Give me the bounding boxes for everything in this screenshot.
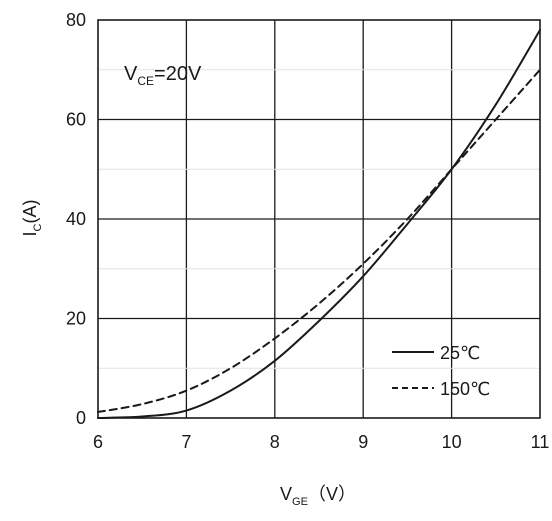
y-axis-label-main: I [20,231,40,236]
annotation-main: V [124,63,138,85]
y-tick-label-80: 80 [66,10,86,30]
y-axis-label: IC(A) [20,200,44,237]
plot-frame [97,19,541,419]
annotation-sub: CE [137,74,154,88]
y-tick-label-20: 20 [66,309,86,329]
legend-label-25c: 25℃ [440,343,480,363]
x-tick-label-11: 11 [531,432,550,452]
tick-labels: 6 7 8 9 10 11 0 20 40 60 80 [66,10,549,452]
x-axis-label-main: V [280,484,292,504]
x-tick-label-10: 10 [442,432,462,452]
grid [98,20,540,418]
x-tick-label-9: 9 [358,432,368,452]
y-axis-label-sub: C [32,223,44,231]
series-line-1 [97,68,541,414]
legend-label-150c: 150℃ [440,379,490,399]
y-axis-label-unit: (A) [20,200,40,224]
x-tick-label-6: 6 [93,432,103,452]
series-group [97,28,541,419]
x-axis-label-sub: GE [292,496,308,508]
y-tick-label-0: 0 [76,408,86,428]
y-tick-label-60: 60 [66,110,86,130]
series-line-0 [97,28,541,419]
x-tick-label-8: 8 [270,432,280,452]
legend: 25℃ 150℃ [392,343,490,399]
x-tick-label-7: 7 [181,432,191,452]
y-tick-label-40: 40 [66,209,86,229]
x-axis-label-unit: （V） [308,484,356,504]
x-axis-label: VGE（V） [280,484,356,508]
annotation-rest: =20V [154,63,202,85]
annotation-vce: VCE=20V [124,63,202,88]
